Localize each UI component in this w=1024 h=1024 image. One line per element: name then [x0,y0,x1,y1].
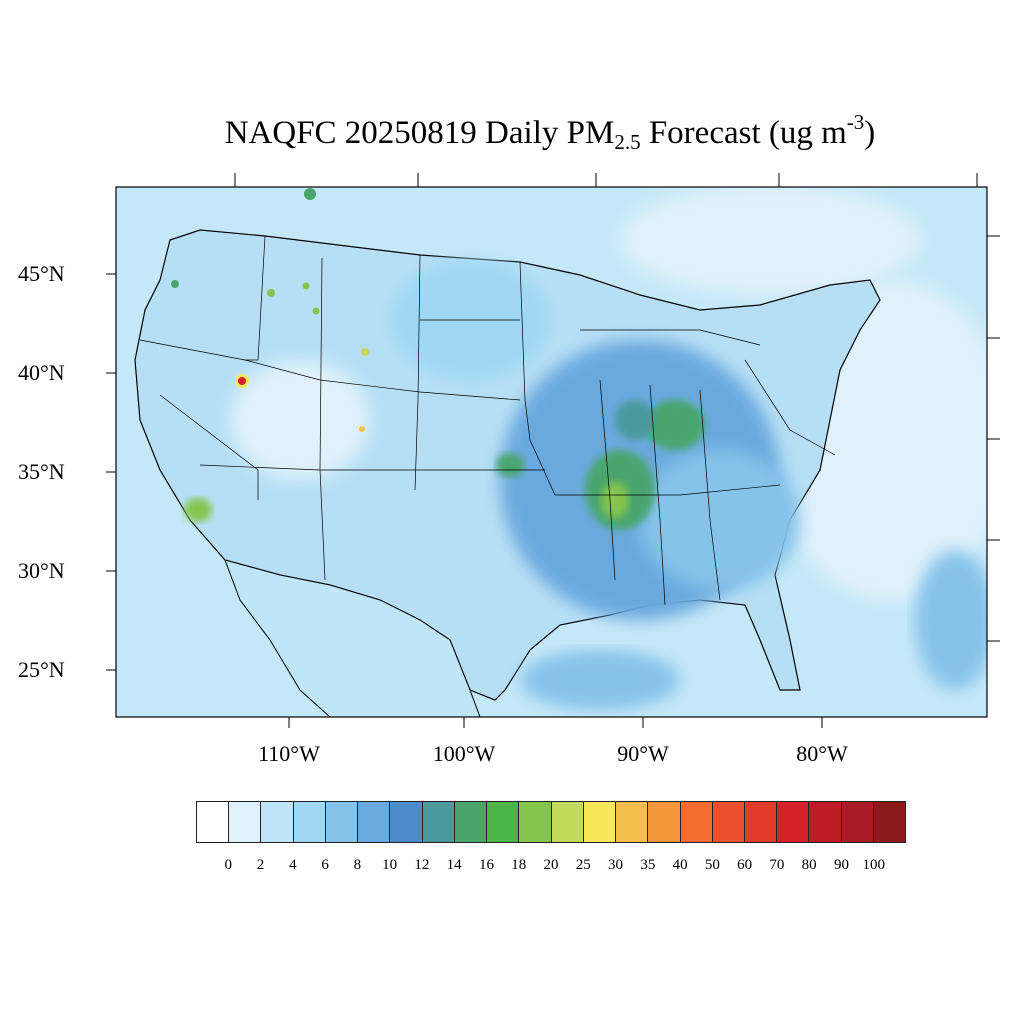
colorbar-swatch [487,802,520,842]
arkansas-hotspot [601,482,629,518]
axis-ticks [106,173,1000,728]
mexico-landmass [224,559,481,717]
colorbar-level-label: 25 [575,857,591,873]
map-title: NAQFC 20250819 Daily PM2.5 Forecast (ug … [0,110,1024,155]
colorbar-swatch [519,802,552,842]
lat-label-30: 30°N [18,558,65,583]
montana-hotspot [302,282,310,290]
colorbar-swatch [809,802,842,842]
colorbar-level-label: 0 [224,857,233,873]
colorbar-level-label: 2 [256,857,265,873]
great-basin-clean-area [230,360,370,480]
lat-label-40: 40°N [18,360,65,385]
colorbar-swatch [616,802,649,842]
colorado-hotspot [359,426,365,432]
lon-label-90w: 90°W [617,741,669,766]
montana-hotspot-2 [312,307,320,315]
colorbar-level-label: 70 [769,857,785,873]
colorbar-swatch [293,802,326,842]
colorbar-swatch [873,802,906,842]
colorbar-level-label: 16 [478,857,494,873]
colorbar-swatch [648,802,681,842]
colorbar-swatch [197,802,230,842]
colorbar-level-label: 30 [608,857,624,873]
colorbar-swatch [841,802,874,842]
ohio-valley-hotspot [645,400,705,450]
atlantic-moderate-area [915,550,987,690]
colorbar-swatch [261,802,294,842]
colorbar-swatch [454,802,488,842]
colorbar-swatch [551,802,584,842]
lat-label-45: 45°N [18,261,65,286]
idaho-hotspot [267,289,275,297]
title-subscript: 2.5 [614,130,641,154]
colorbar-level-label: 10 [382,857,398,873]
colorbar-swatch [229,802,262,842]
colorbar-swatch [422,802,455,842]
title-prefix: NAQFC 20250819 Daily PM [224,115,615,151]
oklahoma-hotspot [496,453,524,477]
colorbar-labels: 0 2 4 6 8 10 12 14 16 18 20 25 30 35 40 50 60 70 80 90 100 [196,857,906,879]
lon-label-80w: 80°W [796,741,848,766]
canada-clean-area [620,187,920,295]
colorbar-swatch [583,802,617,842]
colorbar [196,801,906,843]
colorbar-level-label: 6 [321,857,329,873]
colorbar-level-label: 90 [833,857,849,873]
colorbar-level-label: 20 [543,857,559,873]
colorbar-level-label: 40 [672,857,688,873]
lon-label-110w: 110°W [258,741,320,766]
colorbar-swatch [390,802,423,842]
colorbar-level-label: 8 [353,857,362,873]
colorbar-swatch [358,802,391,842]
title-middle: Forecast (ug m [640,115,847,151]
wyoming-hotspot [361,348,369,356]
lat-label-35: 35°N [18,459,65,484]
illinois-elevated-area [615,400,655,440]
map-frame [115,186,988,718]
colorbar-swatch [712,802,745,842]
colorbar-swatch [680,802,713,842]
lon-label-100w: 100°W [432,741,496,766]
colorbar-level-label: 18 [511,857,527,873]
canada-hotspot [304,188,316,200]
colorbar-level-label: 35 [640,857,656,873]
colorbar-level-label: 60 [737,857,753,873]
gulf-moderate-area [520,650,680,710]
colorbar-level-label: 12 [414,857,430,873]
southeast-moderate-area [640,450,800,590]
lat-label-25: 25°N [18,657,65,682]
los-angeles-hotspot [184,498,212,522]
colorbar-swatch [777,802,810,842]
colorbar-swatch [325,802,359,842]
fire-hotspot-core [238,377,246,385]
title-superscript: -3 [846,110,865,134]
colorbar-level-label: 100 [862,857,885,873]
colorbar-level-label: 80 [801,857,817,873]
colorbar-level-label: 4 [289,857,297,873]
colorbar-swatch [744,802,778,842]
colorbar-level-label: 50 [704,857,720,873]
state-boundaries [139,235,836,606]
colorbar-level-label: 14 [446,857,462,873]
title-suffix: ) [864,115,876,151]
oregon-hotspot [171,280,179,288]
